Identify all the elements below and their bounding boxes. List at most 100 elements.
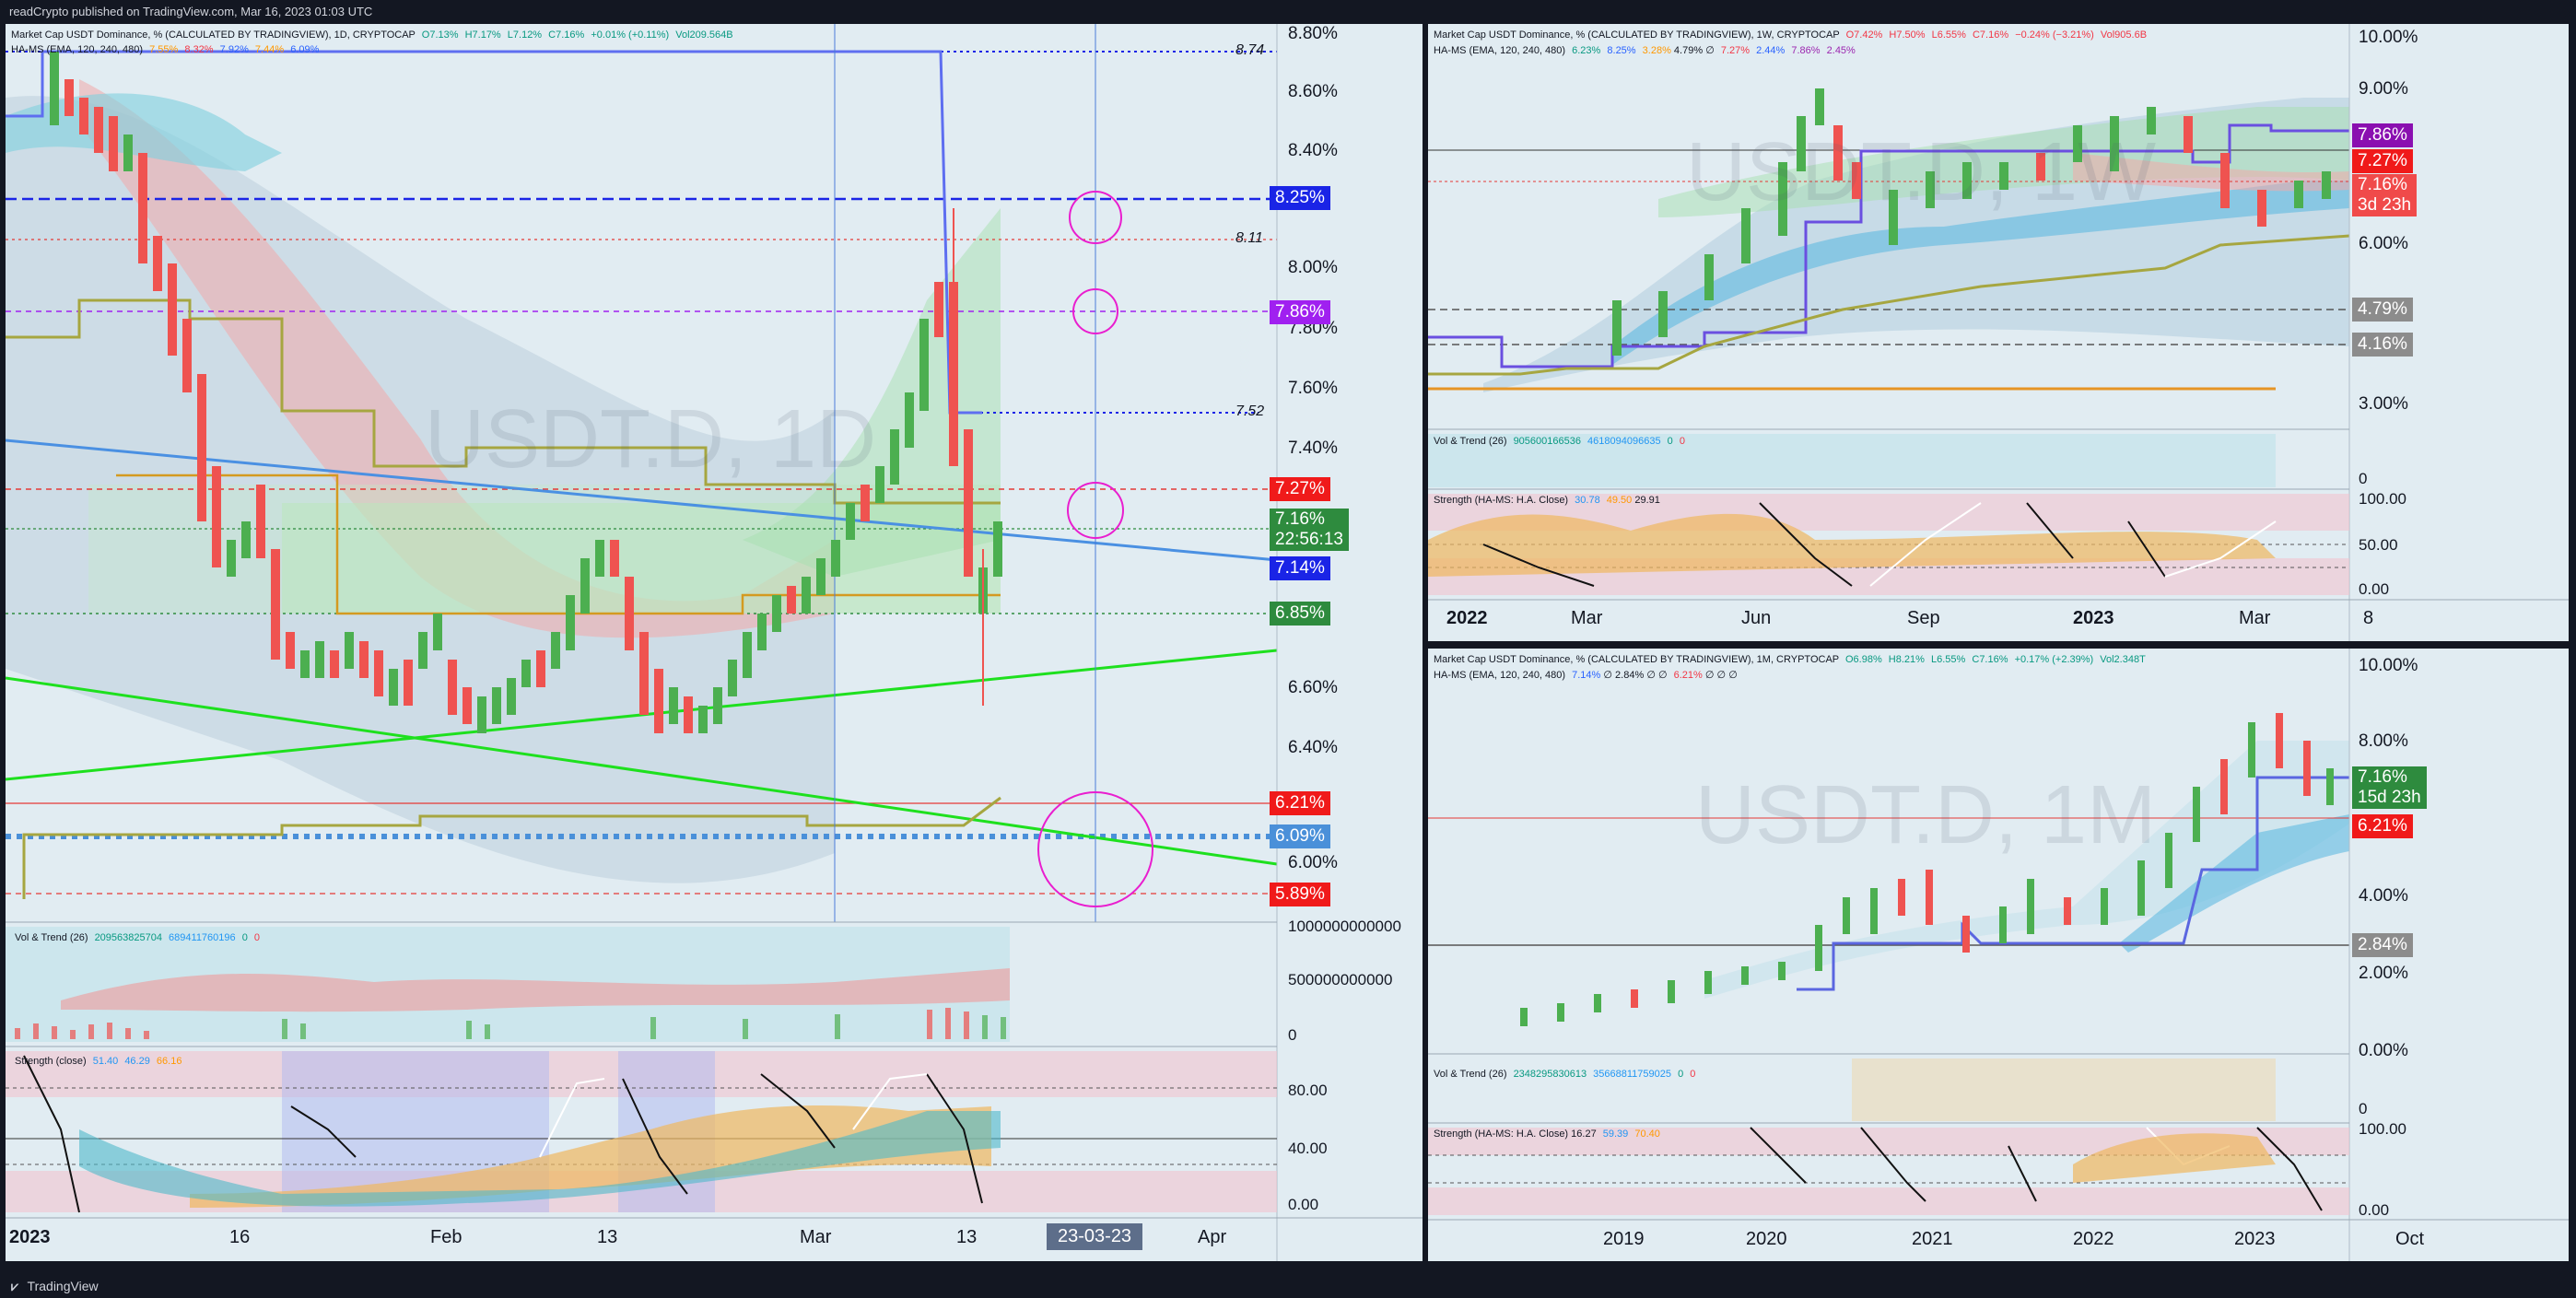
- symbol-watermark: USDT.D, 1D: [425, 393, 877, 485]
- x-tick: 2020: [1746, 1229, 1787, 1249]
- x-tick: 13: [956, 1227, 978, 1247]
- x-tick: 2019: [1603, 1229, 1645, 1249]
- price-tag-4-16-w: 4.16%: [2352, 333, 2413, 357]
- strength-y-tick: 100.00: [2359, 1120, 2406, 1138]
- x-tick: Mar: [1571, 608, 1603, 628]
- y-tick: 3.00%: [2359, 394, 2408, 414]
- weekly-candles: [1612, 88, 2331, 356]
- y-tick: 2.00%: [2359, 964, 2408, 983]
- x-tick: 8: [2363, 608, 2374, 628]
- y-tick: 8.80%: [1288, 24, 1338, 43]
- weekly-indicator-legend: HA-MS (EMA, 120, 240, 480) 6.23% 8.25% 3…: [1434, 45, 1856, 56]
- y-tick: 6.60%: [1288, 678, 1338, 697]
- x-tick: Mar: [2239, 608, 2271, 628]
- y-tick: 8.40%: [1288, 141, 1338, 160]
- vol-trend-legend-weekly: Vol & Trend (26) 905600166536 4618094096…: [1434, 436, 1685, 447]
- daily-indicator-legend: HA-MS (EMA, 120, 240, 480) 7.55% 8.32% 7…: [11, 44, 320, 55]
- circle-annotation-1: [1069, 191, 1122, 244]
- strength-y-tick: 0.00: [2359, 1201, 2390, 1219]
- price-tag-5-89: 5.89%: [1270, 883, 1330, 906]
- symbol-watermark-weekly: USDT.D, 1W: [1686, 126, 2157, 218]
- strength-y-tick: 80.00: [1288, 1082, 1328, 1099]
- strength-y-tick: 40.00: [1288, 1140, 1328, 1157]
- monthly-candles: [1520, 713, 2334, 1026]
- monthly-ohlc-legend: Market Cap USDT Dominance, % (CALCULATED…: [1434, 654, 2146, 665]
- price-tag-7-16-w: 7.16% 3d 23h: [2352, 174, 2418, 216]
- footer-bar: ⩗ TradingView: [0, 1274, 2576, 1298]
- weekly-chart-canvas[interactable]: [1428, 24, 2569, 641]
- vol-trend-legend-monthly: Vol & Trend (26) 2348295830613 356688117…: [1434, 1069, 1696, 1080]
- monthly-indicator-legend: HA-MS (EMA, 120, 240, 480) 7.14% ∅ 2.84%…: [1434, 670, 1738, 681]
- strength-y-tick: 100.00: [2359, 490, 2406, 508]
- x-tick: 13: [597, 1227, 618, 1247]
- monthly-chart-canvas[interactable]: [1428, 649, 2569, 1261]
- weekly-chart-panel[interactable]: Market Cap USDT Dominance, % (CALCULATED…: [1428, 24, 2569, 641]
- strength-legend-monthly: Strength (HA-MS: H.A. Close) 16.27 59.39…: [1434, 1128, 1660, 1140]
- strength-legend-weekly: Strength (HA-MS: H.A. Close) 30.78 49.50…: [1434, 495, 1660, 506]
- y-tick: 10.00%: [2359, 656, 2418, 675]
- y-tick: 6.00%: [2359, 234, 2408, 253]
- step-line-olive-bottom: [22, 796, 1001, 899]
- vol-y-tick: 0: [2359, 1100, 2368, 1117]
- vol-bars: [15, 1008, 1006, 1039]
- x-tick: Apr: [1198, 1227, 1227, 1247]
- line-label-8-74: 8.74: [1235, 42, 1265, 58]
- y-tick: 10.00%: [2359, 28, 2418, 47]
- strength-y-tick: 50.00: [2359, 536, 2398, 554]
- x-tick: 2023: [2073, 608, 2114, 628]
- x-tick: 2023: [2234, 1229, 2276, 1249]
- daily-ohlc-legend: Market Cap USDT Dominance, % (CALCULATED…: [11, 29, 733, 41]
- x-tick: 2022: [1446, 608, 1488, 628]
- strength-y-tick: 0.00: [2359, 580, 2390, 598]
- price-tag-4-79-w: 4.79%: [2352, 298, 2413, 322]
- price-tag-6-21: 6.21%: [1270, 791, 1330, 815]
- x-tick: 2022: [2073, 1229, 2114, 1249]
- y-tick: 9.00%: [2359, 79, 2408, 99]
- symbol-watermark-monthly: USDT.D, 1M: [1695, 769, 2157, 861]
- circle-annotation-3: [1067, 482, 1124, 539]
- tradingview-logo-icon: ⩗: [11, 1279, 18, 1293]
- line-label-8-11: 8.11: [1235, 230, 1263, 246]
- price-tag-7-86-w: 7.86%: [2352, 123, 2413, 147]
- y-tick: 8.00%: [1288, 258, 1338, 277]
- x-tick: 2021: [1912, 1229, 1953, 1249]
- vol-y-tick: 0: [2359, 470, 2368, 487]
- y-tick: 4.00%: [2359, 886, 2408, 906]
- price-tag-7-27: 7.27%: [1270, 477, 1330, 501]
- monthly-chart-panel[interactable]: Market Cap USDT Dominance, % (CALCULATED…: [1428, 649, 2569, 1261]
- y-tick: 8.00%: [2359, 731, 2408, 751]
- price-tag-7-16: 7.16% 22:56:13: [1270, 509, 1349, 551]
- x-tick: Jun: [1741, 608, 1772, 628]
- vol-y-tick: 500000000000: [1288, 971, 1393, 988]
- x-tick: Oct: [2395, 1229, 2425, 1249]
- y-tick: 6.00%: [1288, 853, 1338, 872]
- x-tick: Mar: [800, 1227, 832, 1247]
- price-tag-7-86: 7.86%: [1270, 300, 1330, 324]
- y-tick: 7.60%: [1288, 379, 1338, 398]
- circle-annotation-4: [1037, 791, 1153, 907]
- price-tag-7-14: 7.14%: [1270, 556, 1330, 580]
- crosshair-date-tag: 23-03-23: [1047, 1223, 1143, 1250]
- price-tag-2-84-m: 2.84%: [2352, 933, 2413, 957]
- x-tick: Feb: [430, 1227, 463, 1247]
- x-tick: 16: [229, 1227, 251, 1247]
- x-tick: Sep: [1907, 608, 1940, 628]
- price-tag-6-85: 6.85%: [1270, 602, 1330, 626]
- step-line-orange: [116, 474, 1001, 615]
- strength-y-tick: 0.00: [1288, 1196, 1319, 1213]
- publish-header: readCrypto published on TradingView.com,…: [9, 5, 373, 18]
- vol-y-tick: 0: [1288, 1026, 1297, 1044]
- weekly-ohlc-legend: Market Cap USDT Dominance, % (CALCULATED…: [1434, 29, 2148, 41]
- price-tag-7-27-w: 7.27%: [2352, 149, 2413, 173]
- price-tag-6-21-m: 6.21%: [2352, 814, 2413, 838]
- y-tick: 7.40%: [1288, 439, 1338, 458]
- rectangle-zone-light: [88, 485, 1001, 614]
- price-tag-6-09: 6.09%: [1270, 824, 1330, 848]
- footer-brand: TradingView: [27, 1279, 99, 1293]
- strength-legend: Strength (close) 51.40 46.29 66.16: [15, 1056, 182, 1067]
- daily-chart-canvas[interactable]: [6, 24, 1423, 1261]
- price-tag-8-25: 8.25%: [1270, 186, 1330, 210]
- y-tick: 6.40%: [1288, 738, 1338, 757]
- daily-chart-panel[interactable]: Market Cap USDT Dominance, % (CALCULATED…: [6, 24, 1423, 1261]
- x-tick: 2023: [9, 1227, 51, 1247]
